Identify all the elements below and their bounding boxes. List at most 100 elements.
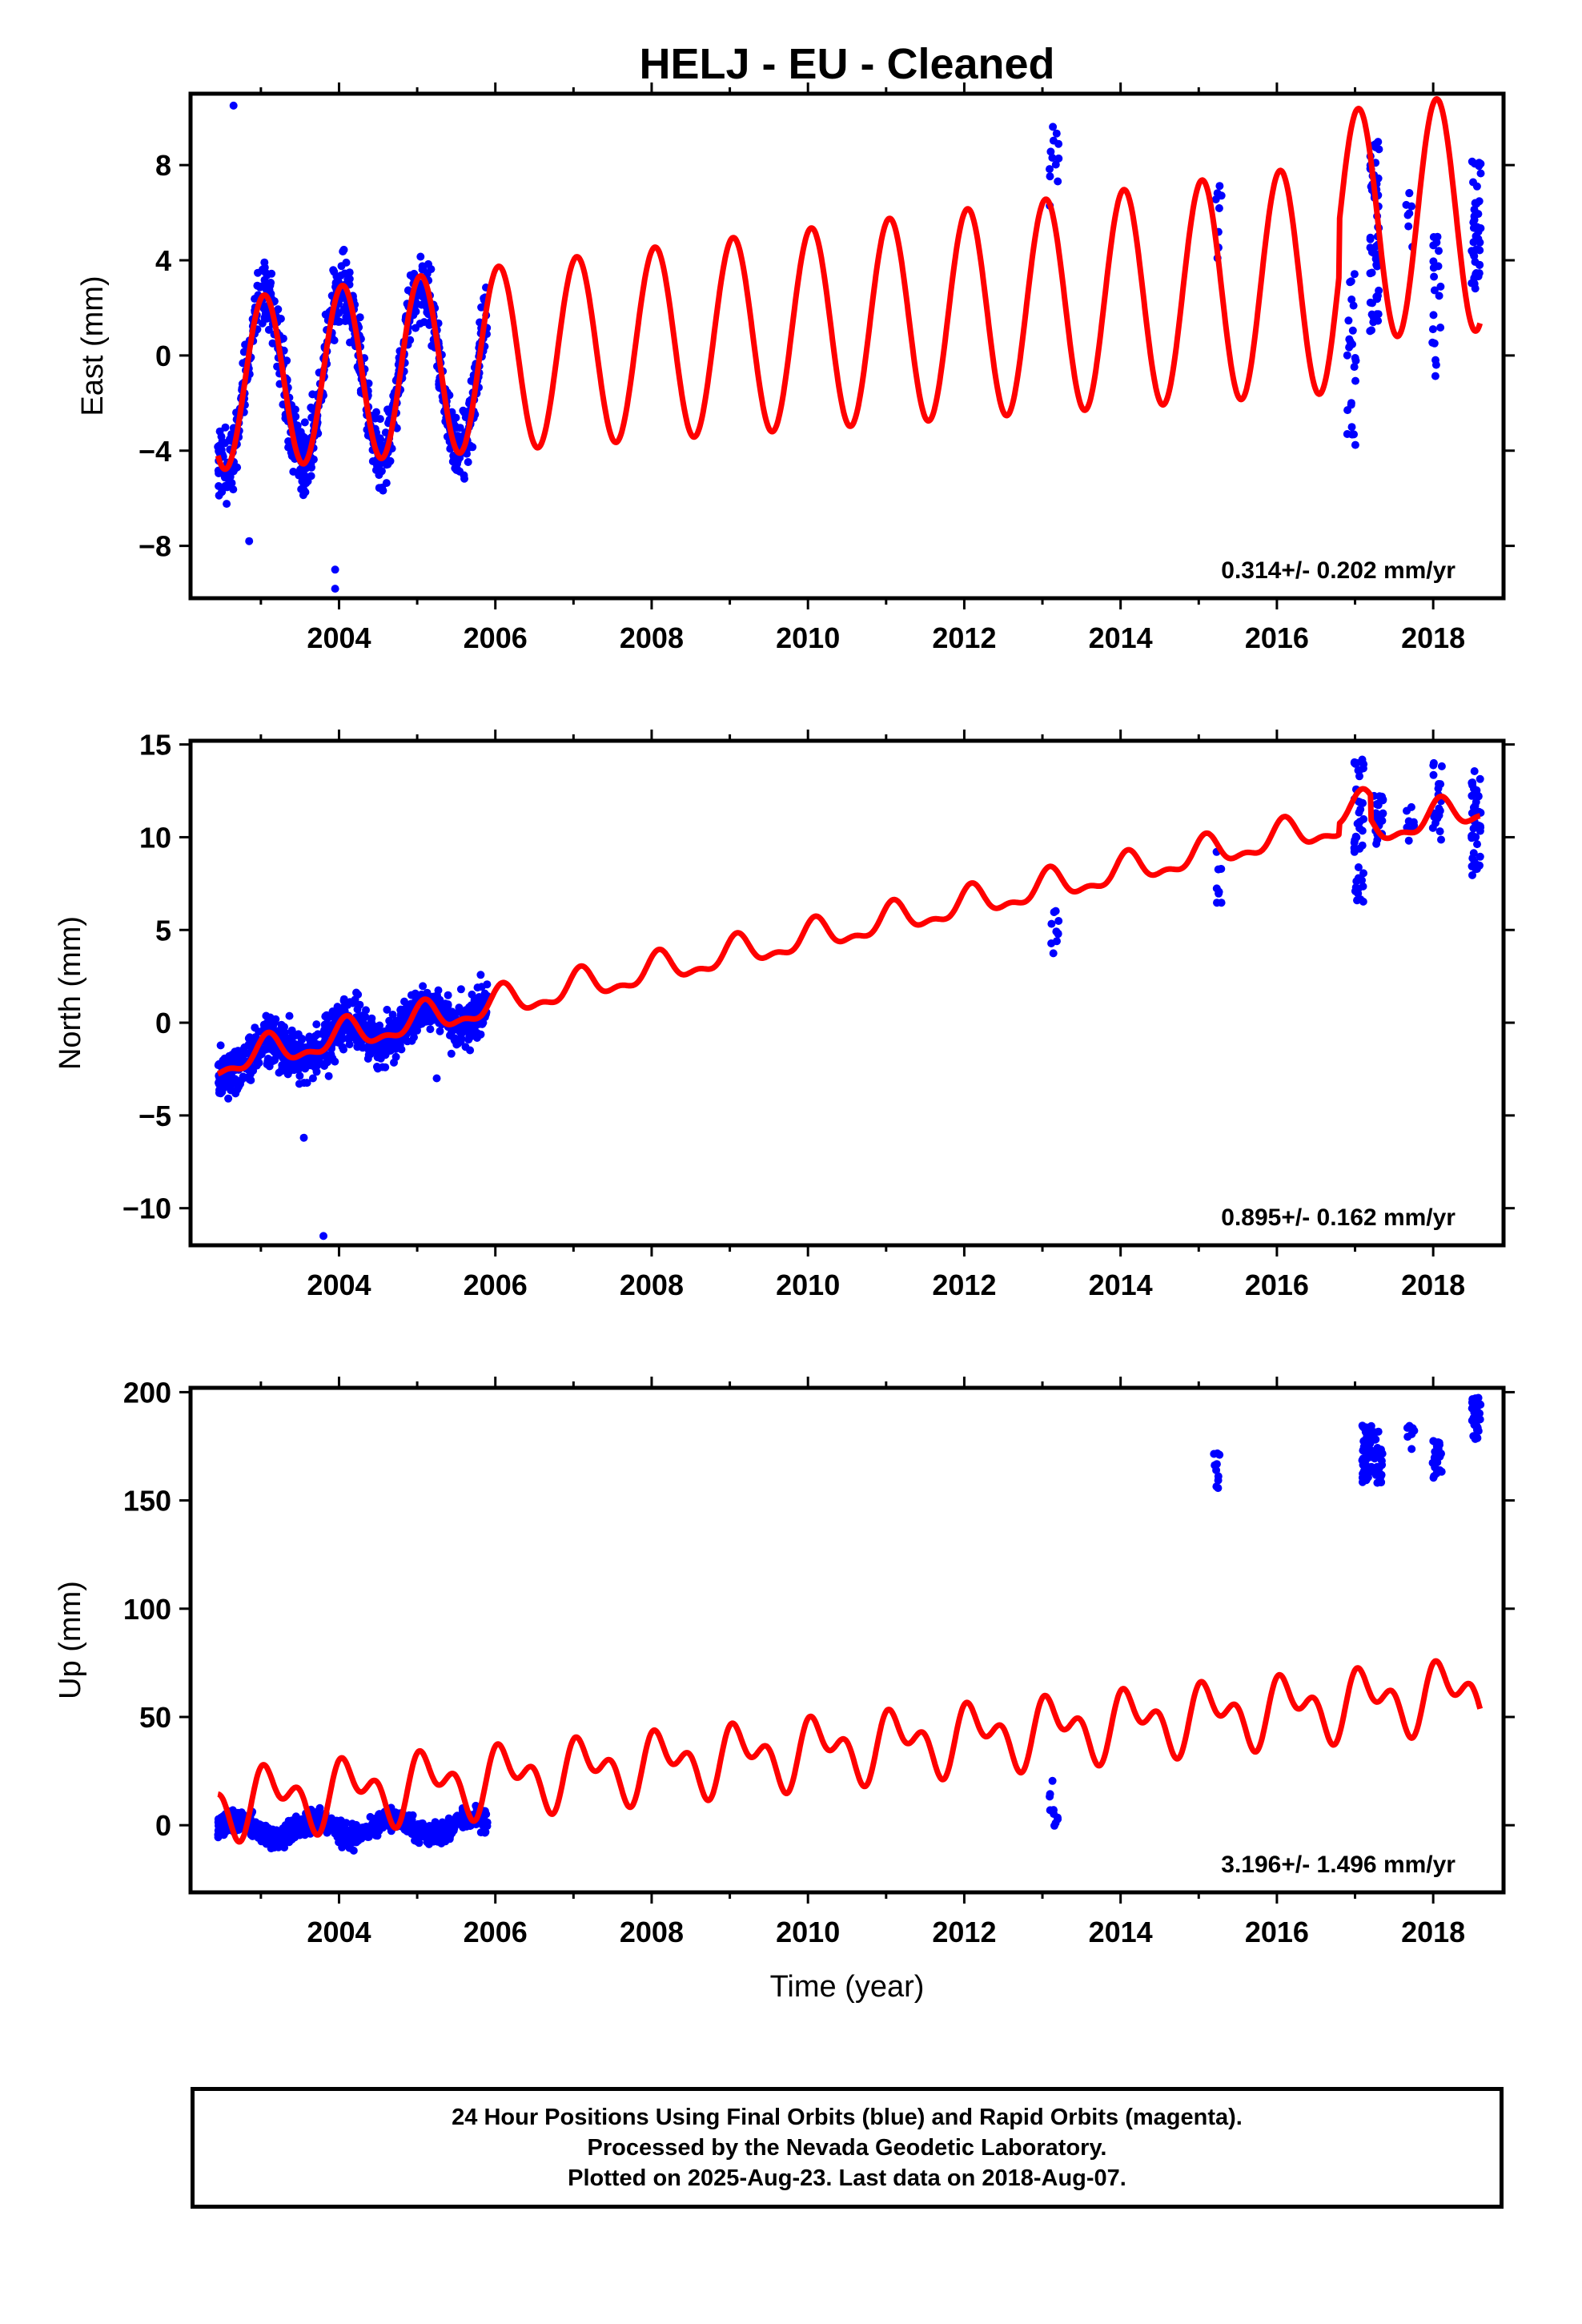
data-point [416, 252, 425, 261]
y-tick-label: 10 [139, 821, 171, 854]
data-point [1430, 813, 1439, 821]
data-point [239, 1072, 247, 1081]
data-point [1352, 833, 1361, 842]
data-point [1359, 1454, 1367, 1463]
data-point [329, 266, 338, 275]
data-point [1366, 327, 1375, 336]
data-point [1353, 896, 1361, 905]
plot-frame [188, 738, 1506, 1248]
y-tick-label: 5 [155, 914, 171, 947]
data-point [1403, 1433, 1412, 1441]
data-point [1430, 286, 1439, 295]
x-tick-label: 2004 [307, 1269, 371, 1301]
data-point [235, 1823, 243, 1832]
data-point [299, 433, 308, 442]
data-point [378, 483, 387, 492]
data-point [233, 463, 242, 472]
data-point-outlier [299, 1133, 308, 1142]
rate-label: 0.314+/- 0.202 mm/yr [1221, 557, 1456, 584]
data-point [464, 1035, 473, 1044]
data-point [1435, 827, 1444, 836]
data-point [1362, 1476, 1371, 1485]
data-point [412, 324, 420, 332]
data-point [257, 1829, 266, 1838]
plot-frame [188, 91, 1506, 601]
data-point [1476, 822, 1484, 830]
data-point [1355, 824, 1364, 833]
data-point [348, 999, 357, 1007]
data-point [1355, 798, 1363, 806]
data-point [385, 1023, 394, 1032]
data-point [1214, 1476, 1223, 1485]
data-point [1476, 852, 1484, 861]
data-point [457, 1029, 466, 1038]
data-point [477, 993, 486, 1002]
data-point-outlier [331, 565, 339, 574]
data-point [1217, 899, 1226, 907]
data-point [1473, 840, 1481, 849]
data-point [372, 1827, 381, 1835]
data-point [394, 1039, 403, 1047]
data-point [1470, 1400, 1479, 1409]
x-tick-label: 2004 [307, 1916, 371, 1948]
footer-line-processed: Processed by the Nevada Geodetic Laborat… [587, 2135, 1107, 2161]
data-point [1379, 795, 1387, 804]
data-point [295, 471, 303, 480]
data-point [366, 1050, 375, 1059]
x-tick-label: 2016 [1245, 1916, 1309, 1948]
data-point [428, 341, 436, 350]
data-point [287, 1835, 296, 1844]
data-point [1404, 222, 1413, 231]
data-point [1372, 839, 1381, 848]
y-axis-title: Up (mm) [54, 1581, 87, 1699]
data-point [299, 485, 308, 493]
data-point [451, 1011, 460, 1019]
data-point [450, 455, 458, 464]
data-point [1215, 204, 1223, 212]
data-point-outlier [319, 1232, 327, 1240]
data-point [1215, 887, 1223, 896]
y-tick-label: 8 [155, 149, 171, 182]
data-point [456, 985, 465, 994]
data-point [348, 1825, 357, 1834]
data-point [1350, 430, 1358, 439]
data-point [328, 1054, 337, 1063]
data-point [278, 1064, 287, 1073]
data-point [381, 428, 390, 437]
x-tick-label: 2016 [1245, 1269, 1309, 1301]
data-point [218, 437, 227, 446]
x-tick-label: 2014 [1089, 621, 1153, 654]
data-point [410, 269, 419, 278]
footer-line-plotted: Plotted on 2025-Aug-23. Last data on 201… [568, 2165, 1126, 2191]
data-point [264, 1823, 273, 1832]
data-point [444, 1833, 452, 1842]
data-point [464, 458, 472, 466]
data-point [473, 983, 482, 992]
y-tick-label: 0 [155, 340, 171, 372]
data-point [375, 1819, 384, 1827]
data-point [1354, 889, 1363, 898]
data-point [1430, 272, 1439, 281]
data-point [470, 1031, 479, 1039]
data-point [313, 1061, 322, 1070]
data-point [1344, 316, 1353, 325]
x-tick-label: 2008 [620, 1916, 684, 1948]
data-point [1366, 235, 1375, 243]
data-point [1405, 189, 1414, 198]
data-point [338, 1043, 347, 1051]
x-tick-label: 2004 [307, 621, 371, 654]
data-point [1468, 279, 1476, 287]
data-point [444, 991, 452, 999]
data-point [339, 996, 348, 1005]
data-point [352, 988, 360, 997]
plot-area [214, 96, 1485, 593]
y-axis-title: East (mm) [76, 275, 110, 416]
data-point [427, 265, 436, 274]
plot-frame [188, 1385, 1506, 1895]
data-point [225, 474, 234, 483]
data-point [345, 275, 354, 283]
data-point [1376, 1472, 1385, 1481]
data-point [1429, 257, 1438, 266]
x-tick-label: 2006 [464, 1916, 528, 1948]
